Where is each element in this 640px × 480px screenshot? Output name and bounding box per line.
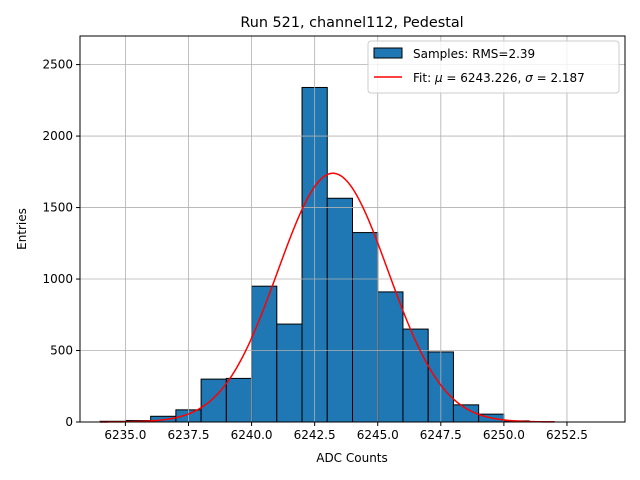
y-tick-label: 1000 [42, 272, 73, 286]
x-axis-label: ADC Counts [316, 451, 388, 465]
plot-frame [79, 35, 626, 423]
y-tick-label: 500 [50, 344, 73, 358]
x-tick-label: 6252.5 [546, 428, 588, 442]
x-tick-label: 6237.5 [167, 428, 209, 442]
histogram-bar [377, 291, 404, 423]
x-tick-label: 6250.0 [483, 428, 525, 442]
x-axis: 6235.0 6237.5 6240.0 6242.5 6245.0 6247.5 6250… [104, 422, 588, 442]
histogram-bar [200, 378, 227, 423]
x-tick-label: 6245.0 [357, 428, 399, 442]
legend-label-samples: Samples: RMS=2.39 [413, 47, 535, 61]
histogram-bar [326, 197, 354, 423]
y-axis-label: Entries [15, 208, 29, 250]
legend-fit-sigma-value: = 2.187 [533, 71, 585, 85]
legend-fit-mu-symbol: μ [434, 71, 443, 85]
legend-fit-sigma-symbol: σ [525, 71, 533, 85]
histogram-bar [402, 328, 429, 423]
legend-fit-prefix: Fit: [413, 71, 435, 85]
legend-fit-mu-value: = 6243.226, [443, 71, 526, 85]
legend-swatch-samples [373, 47, 403, 59]
x-tick-label: 6240.0 [231, 428, 273, 442]
x-tick-label: 6242.5 [294, 428, 336, 442]
fit-layer [100, 172, 555, 423]
y-tick-label: 1500 [42, 201, 73, 215]
fit-curve [100, 172, 555, 423]
legend-label-fit: Fit: μ = 6243.226, σ = 2.187 [413, 71, 585, 85]
histogram-bar [276, 323, 303, 423]
y-tick-label: 2500 [42, 58, 73, 72]
y-axis: 0 500 1000 1500 2000 2500 [42, 58, 80, 429]
legend-box [367, 40, 620, 94]
histogram-bar [225, 377, 253, 423]
y-tick-label: 2000 [42, 129, 73, 143]
chart-title: Run 521, channel112, Pedestal [240, 15, 463, 31]
y-tick-label: 0 [65, 415, 73, 429]
histogram-bar [352, 232, 379, 423]
legend: Samples: RMS=2.39 Fit: μ = 6243.226, σ =… [367, 40, 620, 94]
bars-layer [99, 86, 555, 423]
x-tick-label: 6235.0 [104, 428, 146, 442]
x-tick-label: 6247.5 [420, 428, 462, 442]
